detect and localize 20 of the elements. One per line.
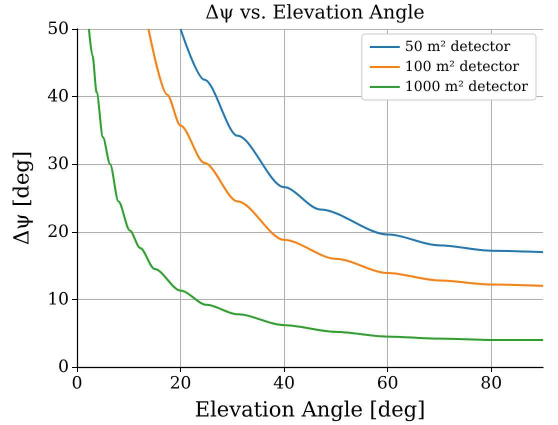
x-tick-label: 40	[273, 374, 295, 394]
y-tick-label: 20	[47, 222, 69, 242]
x-tick-label: 60	[376, 374, 398, 394]
legend-label: 1000 m² detector	[404, 79, 528, 95]
y-tick-label: 30	[47, 154, 69, 174]
y-axis-title: Δψ [deg]	[10, 150, 34, 246]
y-tick-label: 50	[47, 19, 69, 39]
line-series	[147, 28, 544, 287]
chart-title: Δψ vs. Elevation Angle	[205, 2, 425, 24]
legend-label: 50 m² detector	[404, 39, 510, 55]
x-tick-label: 0	[72, 374, 82, 394]
y-tick-label: 0	[58, 357, 69, 377]
line-series	[180, 28, 544, 254]
x-tick-label: 80	[480, 374, 502, 394]
x-axis-title: Elevation Angle [deg]	[194, 398, 426, 422]
x-tick-label: 20	[170, 374, 192, 394]
legend-label: 100 m² detector	[404, 59, 520, 75]
y-tick-label: 10	[47, 289, 69, 310]
line-series	[88, 28, 544, 341]
y-tick-label: 40	[47, 86, 69, 107]
